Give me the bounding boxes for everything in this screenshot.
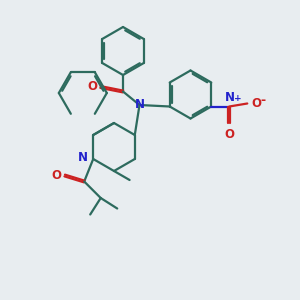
Text: O: O	[252, 97, 262, 110]
Text: -: -	[260, 94, 266, 107]
Text: O: O	[224, 128, 234, 140]
Text: +: +	[234, 94, 242, 103]
Text: O: O	[87, 80, 97, 94]
Text: O: O	[51, 169, 61, 182]
Text: N: N	[225, 91, 235, 104]
Text: N: N	[134, 98, 145, 112]
Text: N: N	[78, 151, 88, 164]
